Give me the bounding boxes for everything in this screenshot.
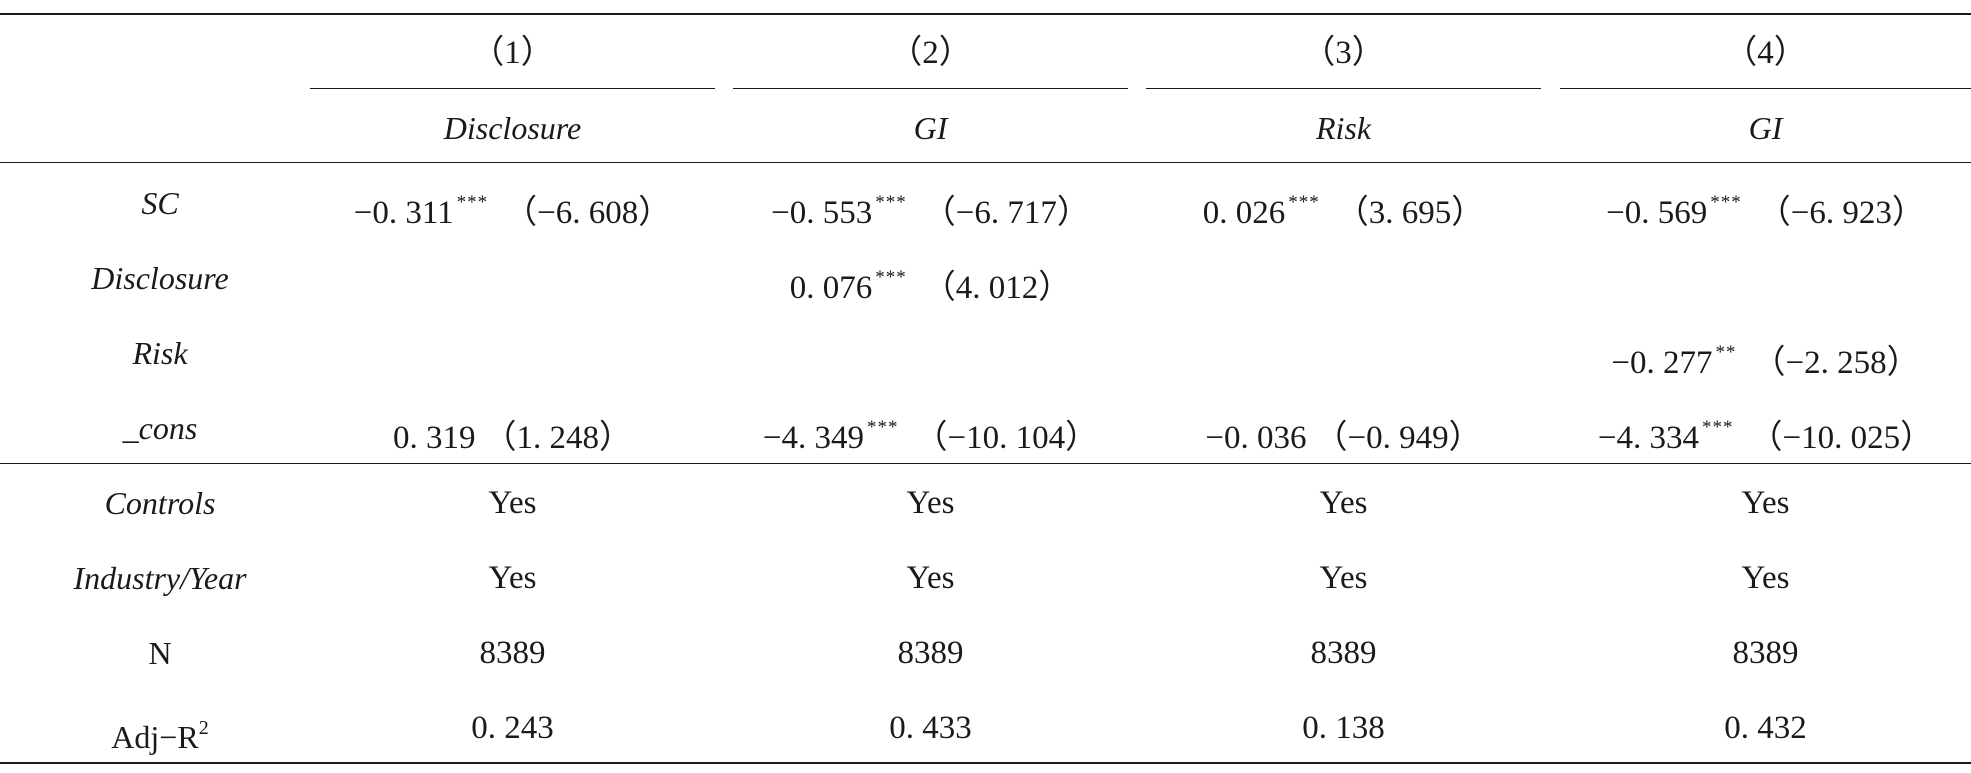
- summary-cell-controls: Yes: [906, 485, 955, 521]
- summary-cell-industry_year: Yes: [906, 560, 955, 596]
- coef-cell-sc: −0. 553 *** （−6. 717）: [733, 183, 1128, 233]
- column-number: （2）: [889, 35, 972, 71]
- dependent-variable: Disclosure: [443, 110, 582, 146]
- row-label-adj-r2: Adj−R2: [0, 708, 320, 757]
- column-number: （4）: [1724, 35, 1807, 71]
- coefficient: 0. 076: [789, 270, 873, 306]
- coef-cell-cons: 0. 319 （1. 248）: [310, 408, 715, 458]
- significance-stars: ***: [867, 417, 899, 438]
- coefficient: −0. 569: [1606, 195, 1708, 231]
- coefficient: −4. 349: [762, 420, 864, 456]
- dependent-variable: GI: [913, 110, 948, 146]
- summary-cell-n: 8389: [897, 635, 964, 671]
- mid-rule: [0, 463, 1971, 464]
- t-statistic: （−0. 949）: [1314, 420, 1482, 456]
- summary-cell-n: 8389: [479, 635, 546, 671]
- coef-cell-sc: 0. 026 *** （3. 695）: [1146, 183, 1541, 233]
- summary-cell-adj_r2: 0. 243: [471, 710, 554, 746]
- t-statistic: （3. 695）: [1335, 195, 1485, 231]
- row-label-sc: SC: [141, 185, 179, 221]
- t-statistic: （−10. 104）: [914, 420, 1099, 456]
- summary-cell-adj_r2: 0. 432: [1724, 710, 1807, 746]
- significance-stars: ***: [456, 192, 489, 213]
- significance-stars: ***: [875, 267, 907, 288]
- coefficient: −0. 277: [1611, 345, 1713, 381]
- significance-stars: ***: [875, 192, 907, 213]
- row-label-controls: Controls: [104, 485, 216, 521]
- significance-stars: ***: [1710, 192, 1742, 213]
- t-statistic: （−6. 608）: [504, 195, 672, 231]
- adj-r-text: Adj−R: [111, 719, 199, 755]
- header-subrule-col3: [1146, 88, 1541, 89]
- coef-cell-cons: −0. 036 （−0. 949）: [1146, 408, 1541, 458]
- coefficient: −0. 036: [1205, 420, 1307, 456]
- summary-cell-adj_r2: 0. 433: [889, 710, 972, 746]
- row-label-n: N: [148, 635, 172, 671]
- summary-cell-n: 8389: [1310, 635, 1377, 671]
- coef-cell-sc: −0. 569 *** （−6. 923）: [1560, 183, 1971, 233]
- significance-stars: **: [1715, 342, 1737, 363]
- header-subrule-col1: [310, 88, 715, 89]
- top-rule: [0, 13, 1971, 15]
- summary-cell-industry_year: Yes: [488, 560, 537, 596]
- header-subrule-col2: [733, 88, 1128, 89]
- bottom-rule: [0, 762, 1971, 764]
- t-statistic: （1. 248）: [483, 420, 633, 456]
- coef-cell-sc: −0. 311 *** （−6. 608）: [310, 183, 715, 233]
- summary-cell-adj_r2: 0. 138: [1302, 710, 1385, 746]
- r-squared-exponent: 2: [198, 717, 209, 739]
- coefficient: −0. 553: [771, 195, 873, 231]
- summary-cell-controls: Yes: [1319, 485, 1368, 521]
- summary-cell-industry_year: Yes: [1319, 560, 1368, 596]
- significance-stars: ***: [1288, 192, 1320, 213]
- header-subrule-col4: [1560, 88, 1971, 89]
- summary-cell-industry_year: Yes: [1741, 560, 1790, 596]
- summary-cell-controls: Yes: [488, 485, 537, 521]
- column-number: （3）: [1302, 35, 1385, 71]
- t-statistic: （−6. 717）: [922, 195, 1090, 231]
- row-label-risk: Risk: [132, 335, 188, 371]
- coefficient: −4. 334: [1597, 420, 1699, 456]
- dependent-variable: GI: [1748, 110, 1783, 146]
- row-label-cons: _cons: [122, 410, 198, 446]
- column-number: （1）: [471, 35, 554, 71]
- coef-cell-cons: −4. 349 *** （−10. 104）: [733, 408, 1128, 458]
- t-statistic: （4. 012）: [922, 270, 1072, 306]
- coef-cell-risk: −0. 277 ** （−2. 258）: [1560, 333, 1971, 383]
- coef-cell-cons: −4. 334 *** （−10. 025）: [1560, 408, 1971, 458]
- t-statistic: （−6. 923）: [1757, 195, 1925, 231]
- significance-stars: ***: [1702, 417, 1734, 438]
- t-statistic: （−2. 258）: [1752, 345, 1920, 381]
- coefficient: 0. 319: [393, 420, 476, 456]
- coefficient: 0. 026: [1202, 195, 1286, 231]
- header-bottom-rule: [0, 162, 1971, 163]
- coef-cell-disclosure: 0. 076 *** （4. 012）: [733, 258, 1128, 308]
- summary-cell-controls: Yes: [1741, 485, 1790, 521]
- row-label-disclosure: Disclosure: [91, 260, 229, 296]
- row-label-industry-year: Industry/Year: [73, 560, 247, 596]
- t-statistic: （−10. 025）: [1749, 420, 1934, 456]
- dependent-variable: Risk: [1315, 110, 1372, 146]
- coefficient: −0. 311: [353, 195, 454, 231]
- summary-cell-n: 8389: [1732, 635, 1799, 671]
